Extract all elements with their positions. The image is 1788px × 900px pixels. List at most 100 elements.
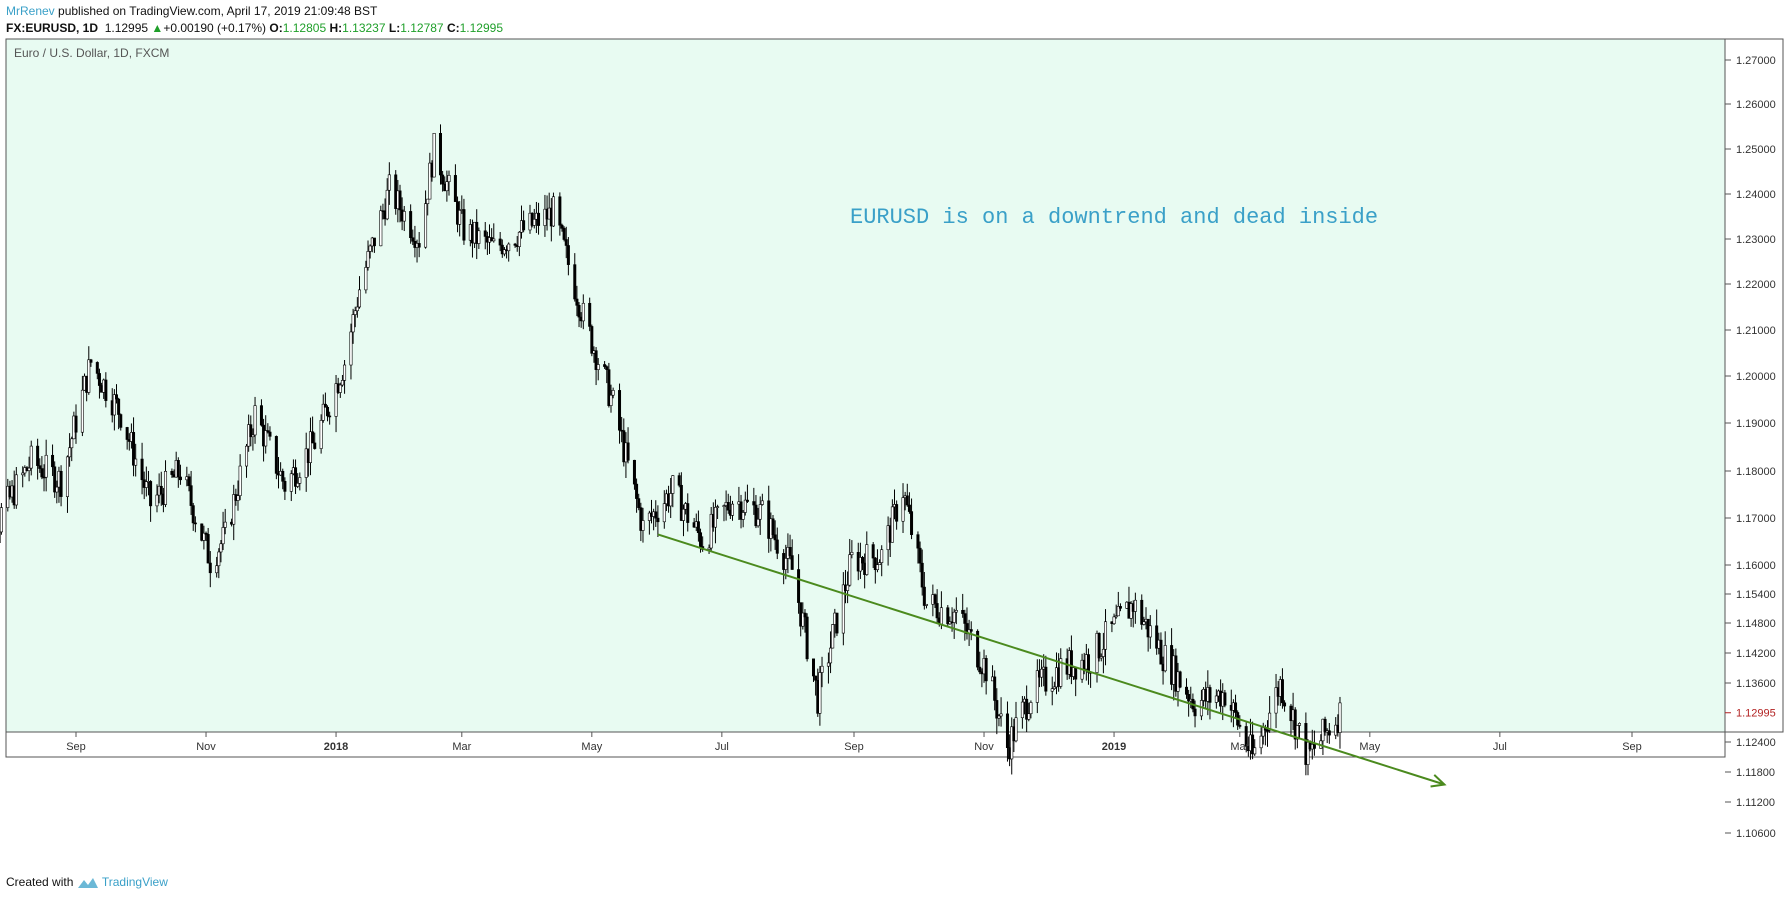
candle-body [575, 298, 579, 306]
candle-body [775, 539, 779, 554]
candle-body [351, 314, 355, 333]
candle-body [654, 511, 658, 519]
last-price: 1.12995 [104, 21, 149, 35]
candle-body [424, 203, 428, 248]
price-axis-panel[interactable] [1724, 38, 1784, 733]
candle-body [1208, 687, 1212, 703]
candle-body [731, 503, 735, 516]
candle-body [155, 494, 159, 507]
trendline-group[interactable] [657, 533, 1447, 788]
time-axis-panel[interactable] [5, 731, 1726, 758]
candle-body [1266, 729, 1270, 732]
candle-body [304, 448, 308, 478]
candle-body [605, 366, 609, 370]
time-tick-label: 2018 [324, 741, 348, 753]
candle-body [55, 486, 59, 493]
candle-body [27, 467, 31, 471]
candle-body [313, 442, 317, 449]
candle-body [53, 466, 57, 493]
candle-body [997, 715, 1001, 719]
candle-body [447, 175, 451, 183]
candle-body [1327, 730, 1331, 736]
candle-body [726, 502, 730, 511]
candle-body [686, 503, 690, 523]
candle-body [0, 507, 3, 533]
candle-body [191, 505, 195, 524]
time-tick-label: Sep [1622, 741, 1642, 753]
candle-body [588, 302, 592, 327]
candle-body [283, 480, 287, 492]
candle-body [517, 231, 521, 247]
candles-group [0, 124, 1342, 776]
candle-body [21, 472, 25, 476]
footer: Created with TradingView [6, 875, 168, 890]
candle-body [596, 364, 600, 370]
candle-body [70, 438, 74, 449]
candle-body [44, 454, 48, 478]
candle-body [112, 394, 116, 416]
candle-body [513, 243, 517, 246]
candle-body [1297, 723, 1301, 726]
time-tick-label: Jul [715, 741, 729, 753]
candle-body [149, 481, 153, 507]
candle-body [963, 613, 967, 624]
price-tick-label: 1.24000 [1736, 189, 1776, 201]
candle-body [498, 238, 502, 246]
candle-body [87, 359, 91, 393]
candle-body [59, 470, 63, 497]
candle-body [189, 485, 193, 506]
candle-body [1116, 606, 1120, 617]
candle-body [1118, 606, 1122, 609]
candle-body [922, 586, 926, 606]
candle-body [848, 554, 852, 586]
author-name[interactable]: MrRenev [6, 4, 55, 18]
candle-body [861, 557, 865, 564]
candle-body [662, 503, 666, 523]
candle-body [626, 442, 630, 461]
candle-body [952, 611, 956, 623]
chart-annotation[interactable]: EURUSD is on a downtrend and dead inside [850, 205, 1378, 230]
tradingview-link[interactable]: TradingView [101, 875, 168, 889]
candle-body [89, 359, 93, 363]
last-price-label: 1.12995 [1736, 708, 1776, 720]
high-value: 1.13237 [342, 21, 386, 35]
candle-body [707, 547, 711, 550]
candle-body [1025, 698, 1029, 720]
candle-body [1099, 656, 1103, 659]
candle-body [1142, 621, 1146, 625]
candle-body [441, 174, 445, 185]
candle-body [679, 484, 683, 521]
candlestick-chart[interactable]: Euro / U.S. Dollar, 1D, FXCM EURUSD is o… [0, 0, 1788, 870]
candle-body [805, 616, 809, 660]
candle-body [801, 612, 805, 627]
created-with-label: Created with [6, 875, 74, 889]
time-tick-label: Nov [196, 741, 216, 753]
candle-body [296, 482, 300, 487]
candle-body [784, 558, 788, 570]
candle-body [1338, 702, 1342, 733]
candle-body [298, 477, 302, 484]
time-tick-label: May [581, 741, 602, 753]
candle-body [594, 350, 598, 370]
time-tick-label: Sep [66, 741, 86, 753]
candle-body [217, 551, 221, 567]
trendline-arrowhead [1430, 774, 1447, 788]
candle-body [1044, 666, 1048, 692]
candle-body [647, 512, 651, 521]
candle-body [417, 243, 421, 248]
candle-body [159, 485, 163, 495]
candle-body [829, 647, 833, 664]
candle-body [1027, 713, 1031, 720]
candle-body [1234, 702, 1238, 713]
candle-body [236, 495, 240, 501]
candle-body [907, 504, 911, 512]
trendline [657, 533, 1445, 786]
price-tick-label: 1.17000 [1736, 513, 1776, 525]
candle-body [319, 420, 323, 449]
candle-body [119, 414, 123, 428]
candle-body [820, 665, 824, 673]
candle-body [1185, 686, 1189, 695]
candle-body [323, 403, 327, 408]
candle-body [978, 666, 982, 673]
price-tick-label: 1.26000 [1736, 99, 1776, 111]
